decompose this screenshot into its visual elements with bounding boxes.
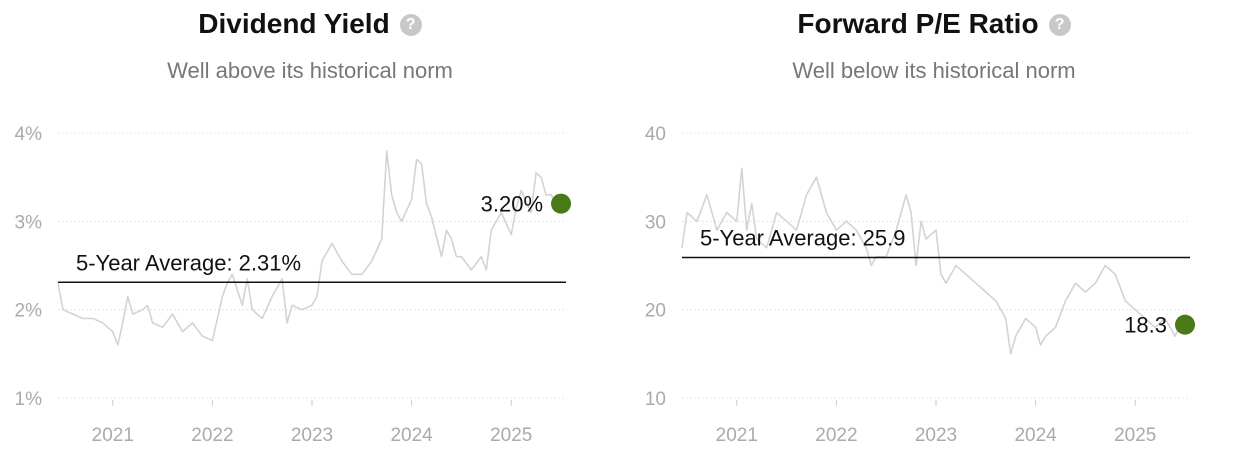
panel-title: Forward P/E Ratio? bbox=[634, 8, 1234, 40]
chart-title: Forward P/E Ratio bbox=[797, 8, 1039, 39]
x-tick-label: 2025 bbox=[490, 425, 532, 446]
current-value-label: 18.3 bbox=[1124, 313, 1167, 338]
y-tick-label: 30 bbox=[645, 212, 666, 233]
x-tick-label: 2022 bbox=[191, 425, 233, 446]
forward-pe-chart: 10 20 30 40 2021 2022 2023 2024 2025 5-Year Avera… bbox=[645, 124, 1196, 446]
y-tick-label: 40 bbox=[645, 124, 666, 145]
y-tick-label: 20 bbox=[645, 301, 666, 322]
forward-pe-panel: Forward P/E Ratio? Well below its histor… bbox=[634, 0, 1234, 466]
chart-subtitle: Well below its historical norm bbox=[792, 58, 1076, 83]
y-tick-label: 3% bbox=[15, 212, 43, 233]
x-tick-label: 2025 bbox=[1114, 425, 1156, 446]
x-tick-label: 2023 bbox=[291, 425, 333, 446]
y-tick-label: 2% bbox=[15, 301, 43, 322]
dividend-yield-chart: 1% 2% 3% 4% 2021 2022 2023 2024 2025 5-Year Avera… bbox=[15, 124, 572, 446]
current-value-label: 3.20% bbox=[481, 192, 543, 217]
y-tick-label: 1% bbox=[15, 389, 43, 410]
x-tick-label: 2021 bbox=[92, 425, 134, 446]
current-value-marker bbox=[1175, 314, 1196, 335]
y-tick-label: 10 bbox=[645, 389, 666, 410]
dividend-yield-panel: Dividend Yield? Well above its historica… bbox=[10, 0, 610, 466]
average-label: 5-Year Average: 2.31% bbox=[76, 250, 301, 275]
x-tick-label: 2024 bbox=[390, 425, 433, 446]
current-value-marker bbox=[551, 193, 572, 214]
x-tick-label: 2022 bbox=[815, 425, 857, 446]
series-line bbox=[57, 149, 557, 346]
average-label: 5-Year Average: 25.9 bbox=[700, 226, 906, 251]
x-tick-label: 2021 bbox=[716, 425, 758, 446]
x-tick-label: 2024 bbox=[1014, 425, 1057, 446]
x-tick-label: 2023 bbox=[915, 425, 957, 446]
panel-title: Dividend Yield? bbox=[10, 8, 610, 40]
series-line bbox=[681, 167, 1181, 355]
question-circle-icon[interactable]: ? bbox=[399, 14, 422, 36]
question-circle-icon[interactable]: ? bbox=[1048, 14, 1071, 36]
chart-title: Dividend Yield bbox=[198, 8, 390, 39]
y-tick-label: 4% bbox=[15, 124, 43, 145]
chart-subtitle: Well above its historical norm bbox=[167, 58, 453, 83]
